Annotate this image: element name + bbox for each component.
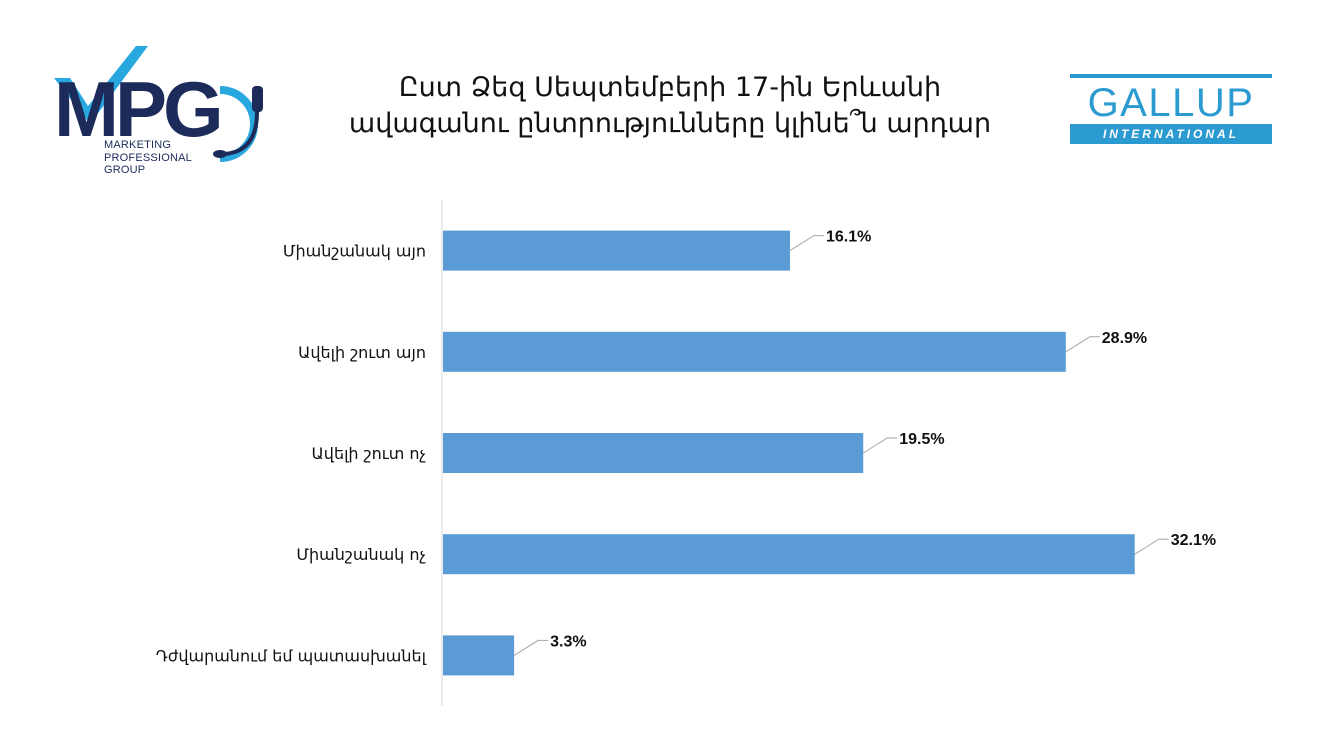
value-label: 16.1% [826, 229, 871, 246]
mpg-logo-letters: MPG [54, 65, 220, 153]
mpg-check-mark [54, 46, 148, 124]
gallup-wordmark: GALLUP [1087, 81, 1255, 125]
bar-2 [443, 331, 1066, 372]
value-label: 28.9% [1102, 330, 1147, 347]
leader-line [1065, 336, 1100, 353]
headset-icon [219, 86, 258, 162]
leader-line [789, 235, 824, 252]
category-label: Միանշանակ ոչ [296, 545, 426, 564]
bar-4 [443, 534, 1135, 575]
value-label: 3.3% [550, 633, 586, 650]
chart-title: Ըստ Ձեզ Սեպտեմբերի 17-ին Երևանի ավագանու … [348, 72, 992, 139]
leader-line [862, 437, 898, 454]
category-label: Միանշանակ այո [283, 242, 426, 261]
category-label: Ավելի շուտ այո [298, 343, 426, 362]
value-label: 32.1% [1171, 532, 1216, 549]
mpg-subtitle: MARKETING PROFESSIONAL GROUP [104, 139, 192, 176]
leader-line [1134, 538, 1169, 555]
gallup-logo [1070, 74, 1272, 144]
bar-3 [443, 433, 864, 473]
mpg-logo: MPG [54, 46, 263, 162]
bar-5 [443, 635, 515, 676]
category-label: Դժվարանում եմ պատասխանել [156, 646, 427, 665]
gallup-subtitle: INTERNATIONAL [1102, 127, 1240, 141]
category-label: Ավելի շուտ ոչ [312, 444, 426, 463]
bar-1 [443, 230, 790, 271]
value-label: 19.5% [899, 431, 944, 448]
leader-line [513, 639, 549, 656]
